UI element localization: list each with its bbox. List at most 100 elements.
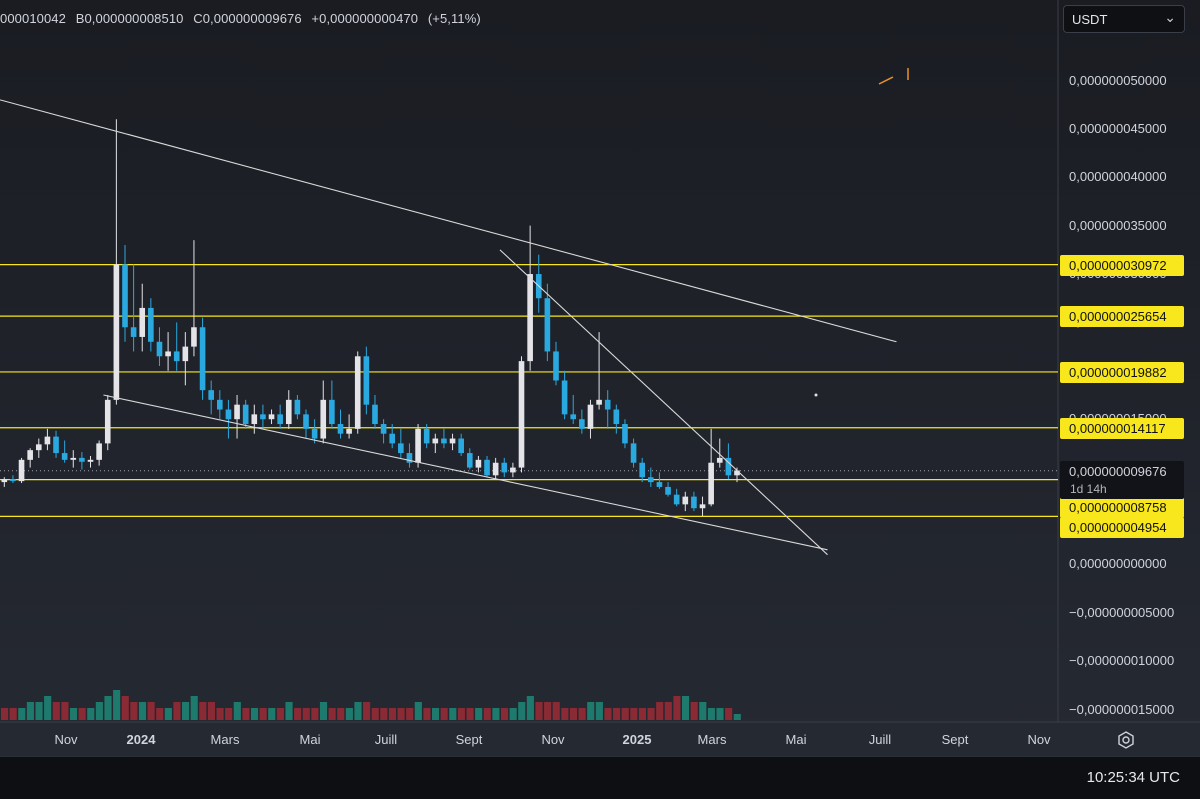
status-bar: 10:25:34 UTC	[0, 756, 1200, 799]
candle-body	[130, 327, 137, 337]
candle-body	[561, 380, 568, 415]
candle-body	[208, 390, 214, 400]
volume-bar	[225, 708, 233, 720]
candle-body	[372, 404, 378, 425]
candle-body	[682, 496, 689, 505]
volume-bar	[707, 708, 715, 720]
candle-body	[277, 414, 283, 425]
volume-bar	[475, 708, 483, 720]
volume-bar	[285, 702, 293, 720]
bar-countdown: 1d 14h	[1070, 482, 1107, 496]
volume-bar	[423, 708, 431, 720]
trendline	[499, 249, 828, 556]
candle-body	[406, 453, 413, 463]
volume-bar	[509, 708, 517, 720]
volume-bar	[242, 708, 250, 720]
volume-bar	[268, 708, 276, 720]
volume-bar	[414, 702, 422, 720]
time-tick-label: Sept	[941, 732, 969, 747]
volume-bar	[500, 708, 509, 720]
candle-body	[311, 428, 318, 439]
candle-body	[217, 399, 223, 410]
candle-body	[346, 428, 352, 434]
volume-bar	[9, 708, 17, 720]
volume-bar	[716, 708, 724, 720]
volume-bar	[130, 702, 138, 720]
candle-body	[96, 443, 102, 460]
candle-body	[734, 470, 740, 476]
candle-body	[527, 274, 533, 362]
candle-body	[242, 404, 249, 425]
time-tick-label: Mai	[785, 732, 807, 747]
candle-body	[492, 462, 499, 476]
time-tick-label: 2024	[126, 732, 156, 747]
volume-bar	[380, 708, 388, 720]
volume-bar	[354, 702, 362, 720]
volume-bar	[440, 708, 448, 720]
candle-body	[553, 351, 559, 381]
candle-body	[191, 327, 197, 347]
trendline	[0, 99, 897, 343]
volume-bar	[725, 708, 733, 720]
currency-value: USDT	[1072, 12, 1108, 27]
candle-body	[501, 462, 508, 473]
time-tick-label: Nov	[541, 732, 565, 747]
candle-body	[234, 404, 240, 420]
volume-bar	[294, 708, 302, 720]
time-tick-label: 2025	[622, 732, 652, 747]
candle-body	[329, 399, 335, 425]
price-tick-label: −0,000000015000	[1069, 701, 1175, 717]
ohlc-legend: 000010042 B0,000000008510 C0,00000000967…	[0, 11, 487, 26]
current-price-value: 0,000000009676	[1069, 464, 1167, 479]
volume-bar	[466, 708, 474, 720]
candle-body	[225, 409, 232, 420]
candle-body	[10, 479, 16, 482]
volume-bar	[681, 696, 690, 720]
candle-body	[544, 298, 551, 352]
volume-bar	[173, 702, 181, 720]
price-tick-label: −0,000000010000	[1069, 653, 1175, 669]
volume-bar	[199, 702, 207, 720]
currency-select[interactable]: USDT ⌄	[1063, 5, 1185, 33]
candle-body	[630, 443, 637, 463]
price-tick-label: 0,000000035000	[1069, 217, 1167, 233]
time-tick-label: Nov	[1027, 732, 1051, 747]
volume-bar	[328, 708, 336, 720]
candle-body	[363, 356, 370, 405]
volume-bar	[578, 708, 586, 720]
candle-body	[87, 459, 94, 462]
price-tick-label: 0,000000050000	[1069, 72, 1167, 88]
volume-bar	[638, 708, 646, 720]
candle-body	[596, 399, 602, 405]
candle-body	[449, 438, 456, 444]
candle-body	[148, 307, 154, 342]
volume-bar	[647, 708, 655, 720]
candle-body	[648, 477, 654, 483]
ohlc-change-pct: (+5,11%)	[427, 11, 481, 26]
volume-bar	[518, 702, 526, 720]
volume-bar	[216, 708, 224, 720]
candle-body	[441, 438, 447, 444]
volume-bar	[190, 696, 198, 720]
ohlc-change: +0,000000000470	[311, 11, 419, 26]
volume-bar	[449, 708, 457, 720]
candle-body	[570, 414, 577, 420]
volume-bar	[345, 708, 353, 720]
candle-body	[587, 404, 594, 429]
candle-body	[622, 424, 628, 444]
level-price-label: 0,000000008758	[1060, 496, 1184, 518]
volume-bar	[733, 714, 741, 720]
volume-bar	[311, 708, 319, 720]
candle-body	[53, 436, 59, 454]
volume-bar	[69, 708, 78, 720]
volume-bar	[457, 708, 465, 720]
volume-bar	[44, 696, 52, 720]
chevron-down-icon: ⌄	[1164, 9, 1176, 25]
volume-bar	[319, 702, 328, 720]
volume-bar	[483, 708, 491, 720]
price-chart[interactable]	[0, 0, 1200, 756]
price-tick-label: 0,000000045000	[1069, 120, 1167, 136]
candle-body	[173, 351, 180, 362]
gear-icon[interactable]	[1116, 730, 1136, 750]
